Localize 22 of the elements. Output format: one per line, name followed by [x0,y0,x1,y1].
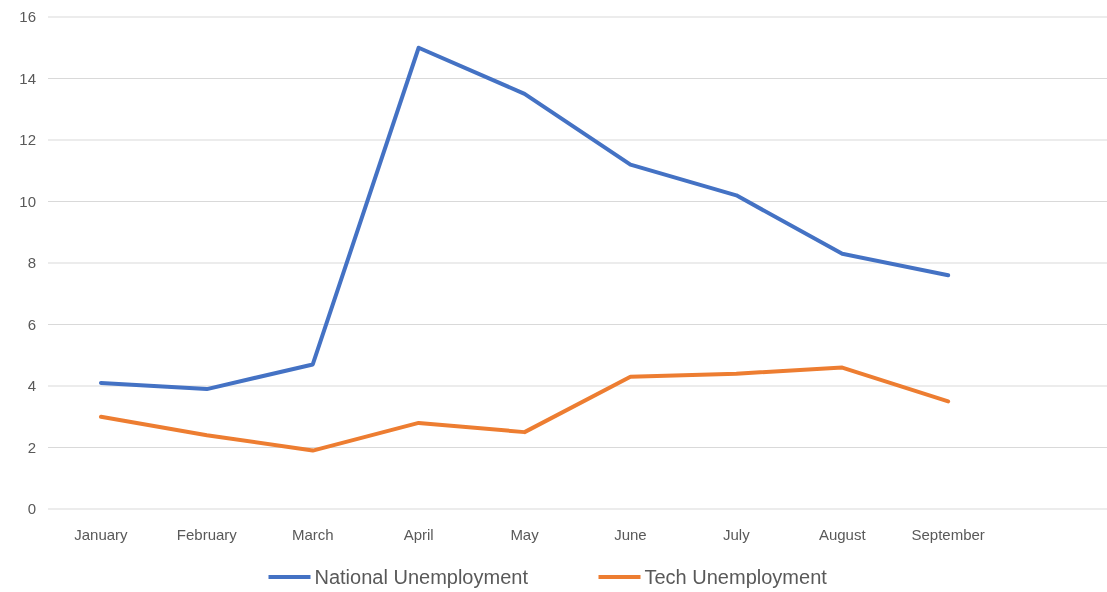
x-tick-label: August [818,526,867,543]
y-tick-label: 10 [19,192,36,210]
y-tick-label: 2 [27,438,36,456]
y-tick-label: 4 [27,377,36,395]
x-tick-label: March [291,526,334,543]
x-tick-label: May [510,526,540,543]
y-tick-label: 6 [27,315,36,333]
x-tick-label: January [74,526,129,543]
y-tick-label: 12 [19,131,36,149]
y-tick-label: 14 [19,69,36,87]
legend-label: National Unemployment [314,566,529,588]
line-series [98,365,951,453]
x-tick-label: February [176,526,238,543]
y-tick-label: 8 [27,254,36,272]
y-tick-label: 0 [27,500,36,518]
x-tick-label: June [614,526,647,543]
x-tick-label: September [911,526,985,543]
legend-label: Tech Unemployment [644,566,828,588]
x-tick-label: April [403,526,434,543]
x-tick-label: July [723,526,751,543]
line-series [98,45,951,392]
y-tick-label: 16 [19,8,36,26]
